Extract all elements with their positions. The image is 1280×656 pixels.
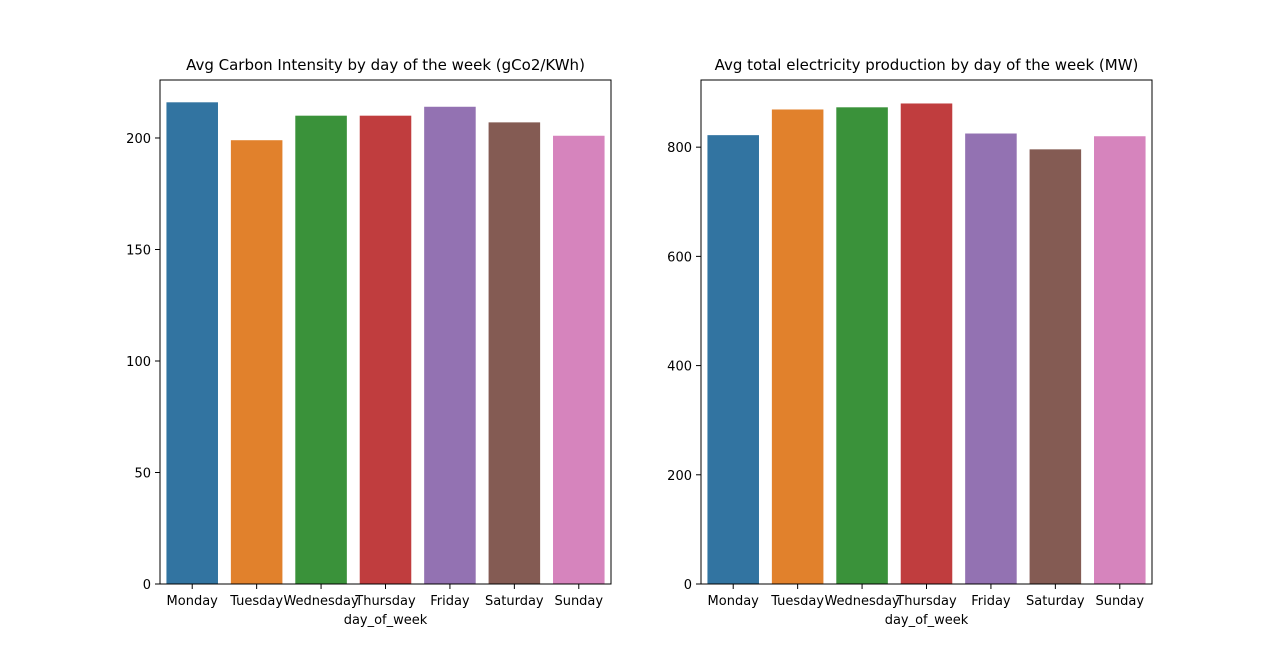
- bar-sunday: [553, 135, 605, 585]
- y-tick-label: 200: [667, 469, 692, 484]
- y-tick-label: 200: [126, 132, 151, 147]
- x-tick-label: Friday: [430, 594, 470, 609]
- x-tick-label: Thursday: [354, 594, 416, 609]
- x-tick-label: Sunday: [1095, 594, 1144, 609]
- y-tick-label: 0: [684, 578, 692, 593]
- chart-title: Avg total electricity production by day …: [715, 56, 1139, 74]
- x-tick-label: Thursday: [895, 594, 957, 609]
- bar-monday: [707, 135, 759, 585]
- x-axis-label: day_of_week: [344, 613, 428, 628]
- bar-thursday: [359, 115, 412, 584]
- bar-friday: [965, 133, 1017, 585]
- chart-carbon-intensity: Avg Carbon Intensity by day of the week …: [126, 56, 612, 628]
- x-tick-label: Wednesday: [824, 594, 900, 609]
- x-axis-label: day_of_week: [885, 613, 969, 628]
- bar-wednesday: [295, 115, 347, 584]
- y-tick-label: 100: [126, 355, 151, 370]
- plot-frame: [700, 79, 1153, 585]
- y-tick-label: 0: [143, 578, 151, 593]
- bar-friday: [424, 106, 476, 585]
- x-tick-label: Monday: [167, 594, 219, 609]
- y-tick-label: 150: [126, 243, 151, 258]
- y-tick-label: 50: [134, 466, 151, 481]
- bar-saturday: [1029, 149, 1082, 584]
- x-tick-label: Sunday: [554, 594, 603, 609]
- chart-title: Avg Carbon Intensity by day of the week …: [186, 56, 585, 74]
- x-tick-label: Wednesday: [283, 594, 359, 609]
- bar-monday: [166, 102, 218, 584]
- x-tick-label: Monday: [708, 594, 760, 609]
- x-tick-label: Saturday: [485, 594, 544, 609]
- bar-saturday: [488, 122, 541, 585]
- x-tick-label: Saturday: [1026, 594, 1085, 609]
- x-tick-label: Friday: [971, 594, 1011, 609]
- y-axis-ticks: 0 200 400 600 800: [667, 141, 701, 593]
- x-tick-label: Tuesday: [229, 594, 283, 609]
- x-tick-label: Tuesday: [770, 594, 824, 609]
- y-axis-ticks: 0 50 100 150 200: [126, 132, 160, 593]
- y-tick-label: 600: [667, 250, 692, 265]
- bar-sunday: [1094, 136, 1146, 585]
- bar-thursday: [900, 103, 953, 585]
- bar-tuesday: [230, 140, 283, 584]
- plot-frame: [159, 79, 612, 585]
- y-tick-label: 400: [667, 360, 692, 375]
- y-tick-label: 800: [667, 141, 692, 156]
- bars-group: [166, 102, 605, 585]
- chart-electricity-production: Avg total electricity production by day …: [667, 56, 1153, 628]
- bar-tuesday: [771, 109, 824, 585]
- bar-wednesday: [836, 107, 888, 584]
- bars-group: [707, 103, 1146, 585]
